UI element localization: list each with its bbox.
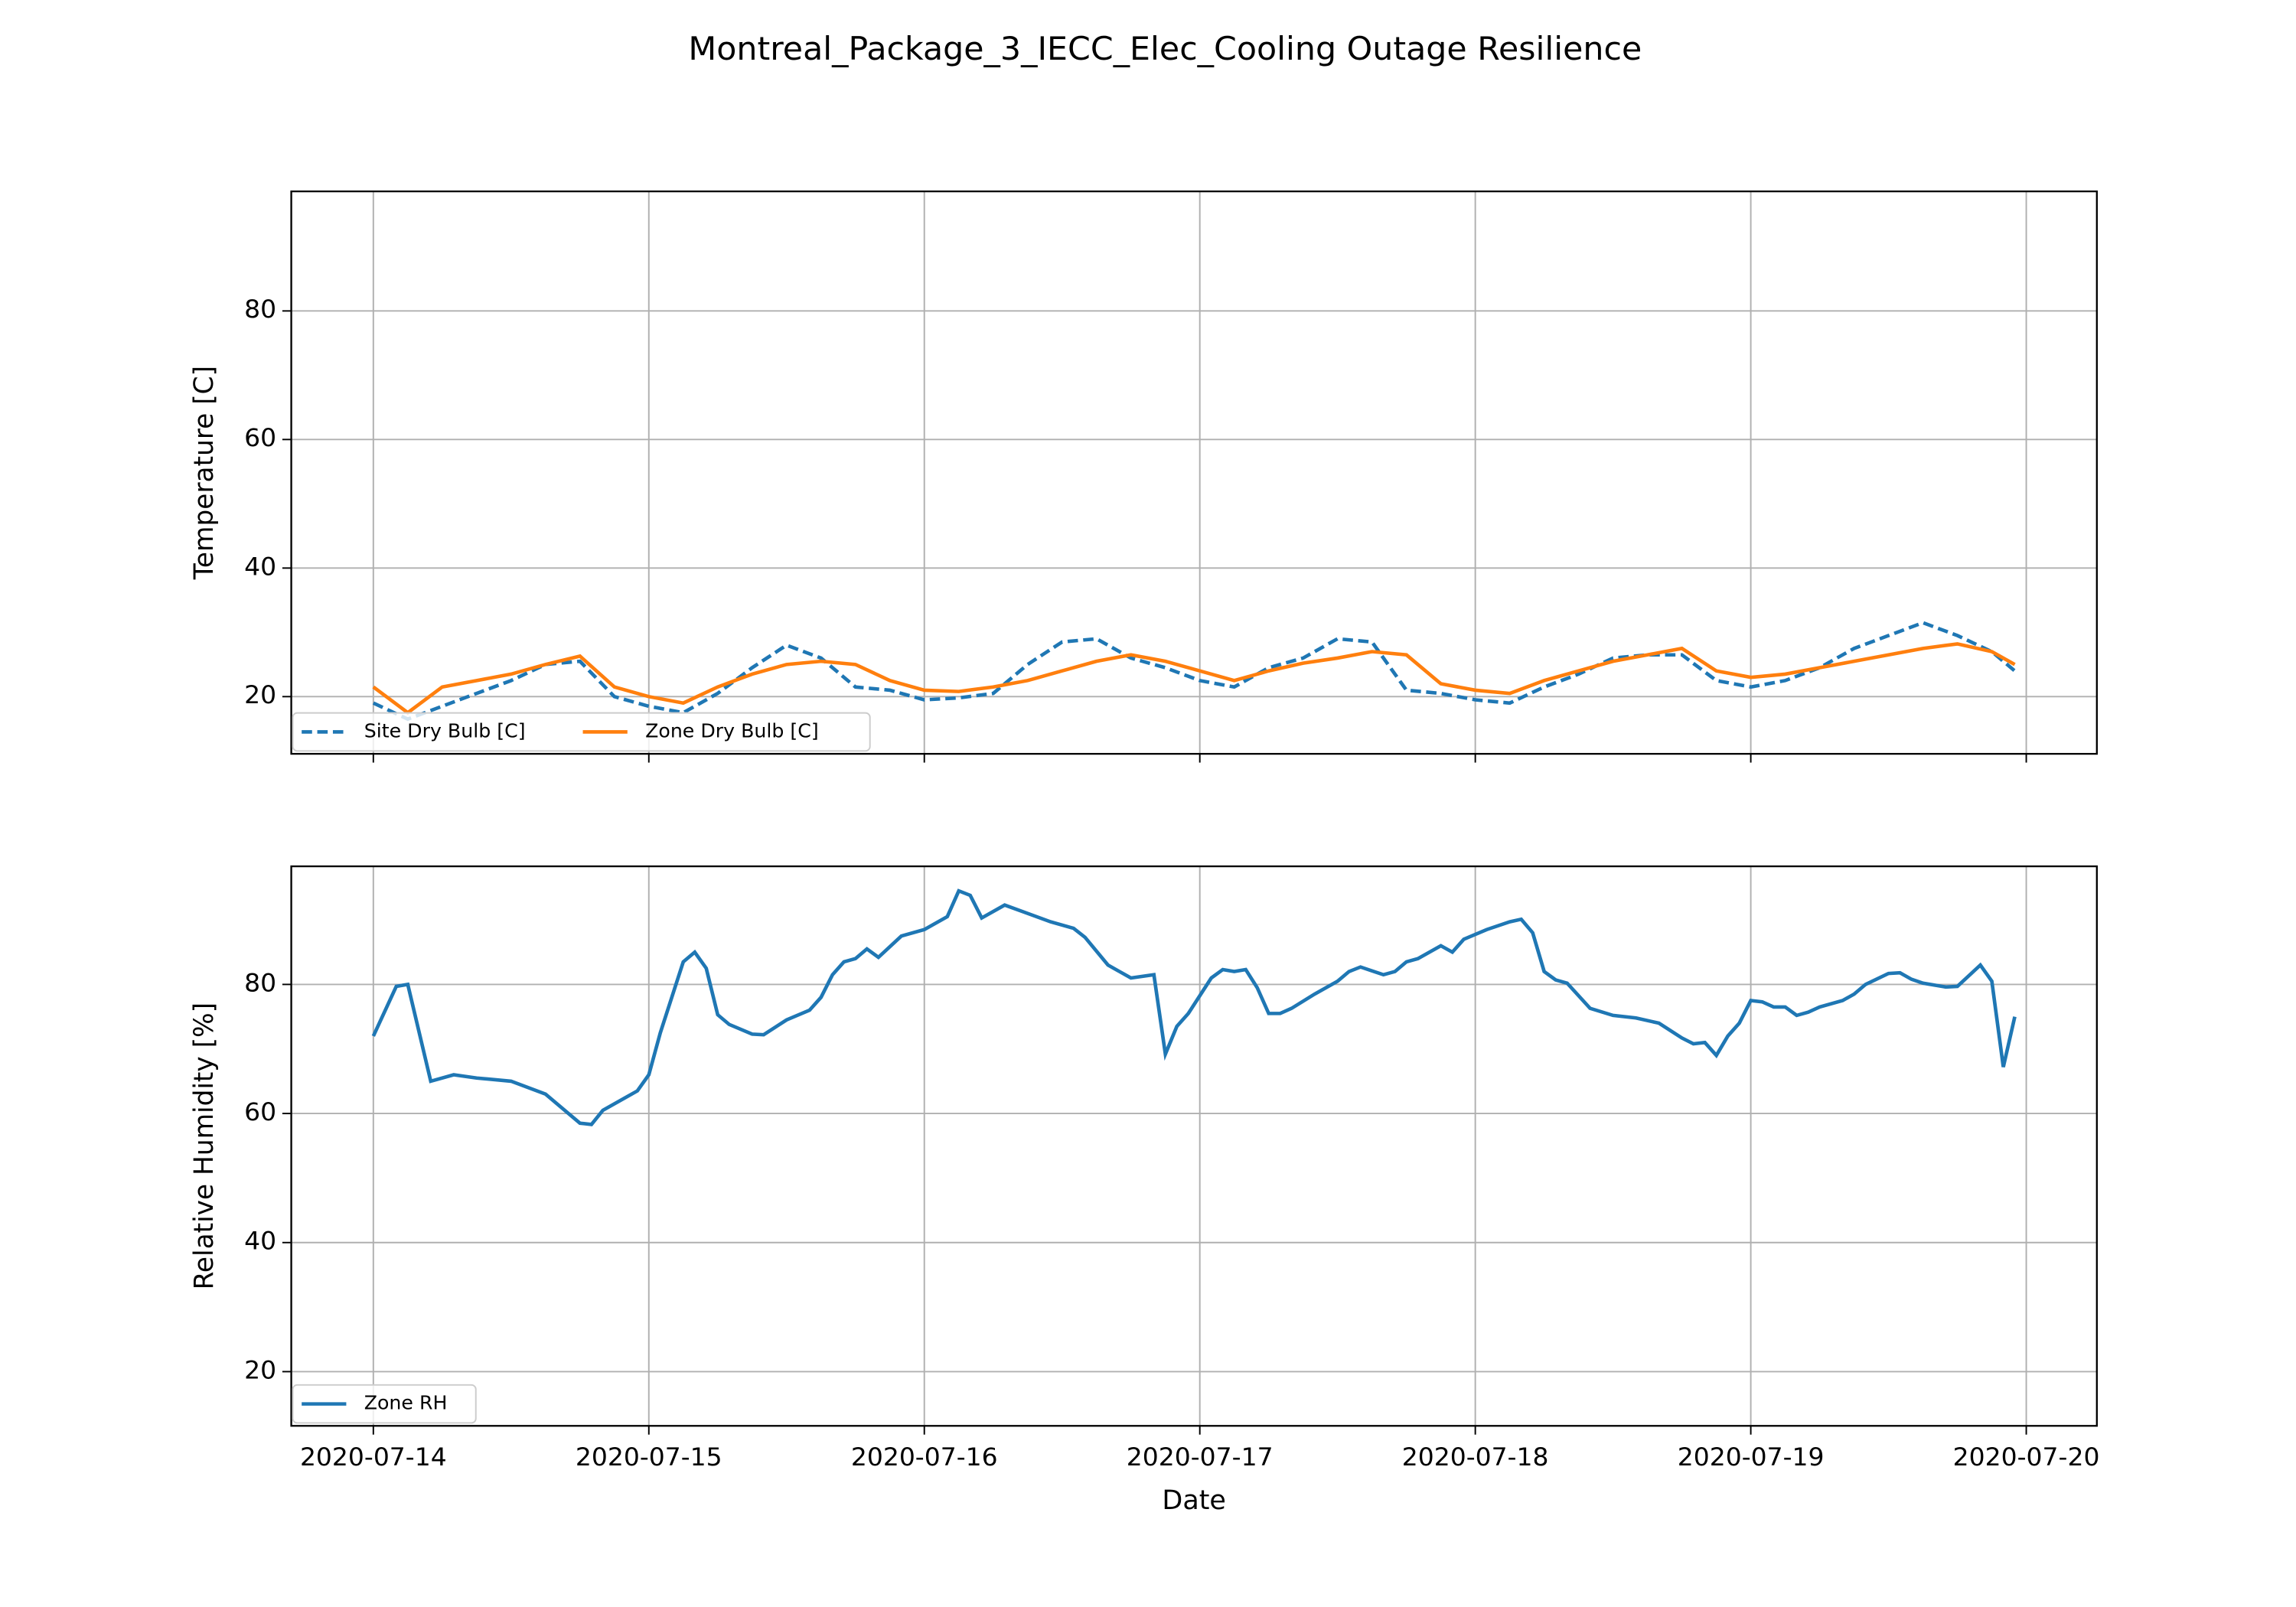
legend-box	[292, 712, 871, 752]
x-tick-label: 2020-07-18	[1402, 1442, 1549, 1472]
series-line	[372, 621, 2017, 722]
y-axis-label: Temperature [C]	[189, 366, 220, 580]
y-tick-label: 60	[244, 1097, 276, 1126]
plot-area	[371, 888, 2017, 1126]
legend-label: Zone Dry Bulb [C]	[645, 720, 819, 742]
y-axis-label: Relative Humidity [%]	[189, 1002, 220, 1290]
x-tick-label: 2020-07-20	[1953, 1442, 2100, 1472]
y-tick-label: 20	[244, 681, 276, 710]
axes-frame	[290, 190, 2098, 755]
y-tick-label: 80	[244, 295, 276, 324]
x-tick-label: 2020-07-15	[576, 1442, 722, 1472]
y-tick-label: 40	[244, 1227, 276, 1256]
x-tick-label: 2020-07-19	[1678, 1442, 1825, 1472]
legend-label: Site Dry Bulb [C]	[364, 720, 526, 742]
legend-box	[292, 1384, 477, 1424]
x-tick-label: 2020-07-14	[300, 1442, 447, 1472]
figure-title: Montreal_Package_3_IECC_Elec_Cooling Out…	[688, 31, 1642, 68]
legend-label: Zone RH	[364, 1392, 448, 1414]
y-tick-label: 80	[244, 969, 276, 998]
axes-frame	[290, 865, 2098, 1427]
series-line	[372, 642, 2016, 715]
y-tick-label: 40	[244, 553, 276, 582]
plot-area	[372, 621, 2017, 722]
y-tick-label: 60	[244, 424, 276, 453]
x-tick-label: 2020-07-16	[851, 1442, 998, 1472]
series-line	[371, 888, 2017, 1126]
y-tick-label: 20	[244, 1356, 276, 1385]
x-tick-label: 2020-07-17	[1127, 1442, 1274, 1472]
x-axis-label: Date	[1162, 1485, 1225, 1516]
